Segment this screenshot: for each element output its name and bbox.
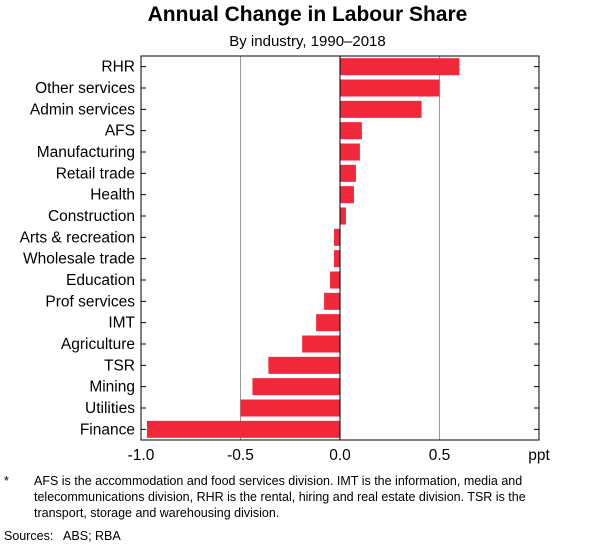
bar [340,100,422,118]
chart-subtitle: By industry, 1990–2018 [229,33,386,50]
bar [268,356,340,374]
bar [340,143,360,161]
bar [340,186,354,204]
category-label: IMT [108,315,135,332]
bar [302,335,340,353]
category-label: Retail trade [56,165,135,182]
source-note: Sources: ABS; RBA [4,529,121,543]
category-label: Finance [80,421,135,438]
x-tick-label: 0.0 [329,447,351,464]
category-label: AFS [105,123,135,140]
bar [146,420,340,438]
bar [324,292,340,310]
bar [340,207,346,225]
category-label: Arts & recreation [20,229,135,246]
category-label: RHR [101,59,135,76]
x-tick-label: 0.5 [429,447,451,464]
bar [334,250,340,268]
bar [340,58,460,76]
bar-chart: RHR Other services Admin services AFS Manufa… [20,55,550,464]
bar [316,314,340,332]
bar [340,164,356,182]
footnote-marker: * [4,474,9,488]
bar [240,399,340,417]
bar [340,122,362,140]
category-label: Manufacturing [37,144,135,161]
category-label: Wholesale trade [23,251,135,268]
category-label: Admin services [30,101,135,118]
bar [334,228,340,246]
bar [340,79,440,97]
category-label: Utilities [85,400,135,417]
category-label: Education [66,272,135,289]
category-label: Prof services [45,293,135,310]
bar [330,271,340,289]
chart-title: Annual Change in Labour Share [147,3,468,26]
category-label: Health [90,187,135,204]
bar [252,378,340,396]
x-axis-unit: ppt [528,447,550,464]
plot-frame [140,55,540,441]
category-label: Construction [48,208,135,225]
category-label: Other services [35,80,135,97]
footnote-text: AFS is the accommodation and food servic… [34,474,526,520]
category-label: Mining [89,379,135,396]
category-label: Agriculture [61,336,135,353]
x-tick-label: -1.0 [128,447,155,464]
category-label: TSR [104,357,135,374]
x-tick-label: -0.5 [227,447,254,464]
